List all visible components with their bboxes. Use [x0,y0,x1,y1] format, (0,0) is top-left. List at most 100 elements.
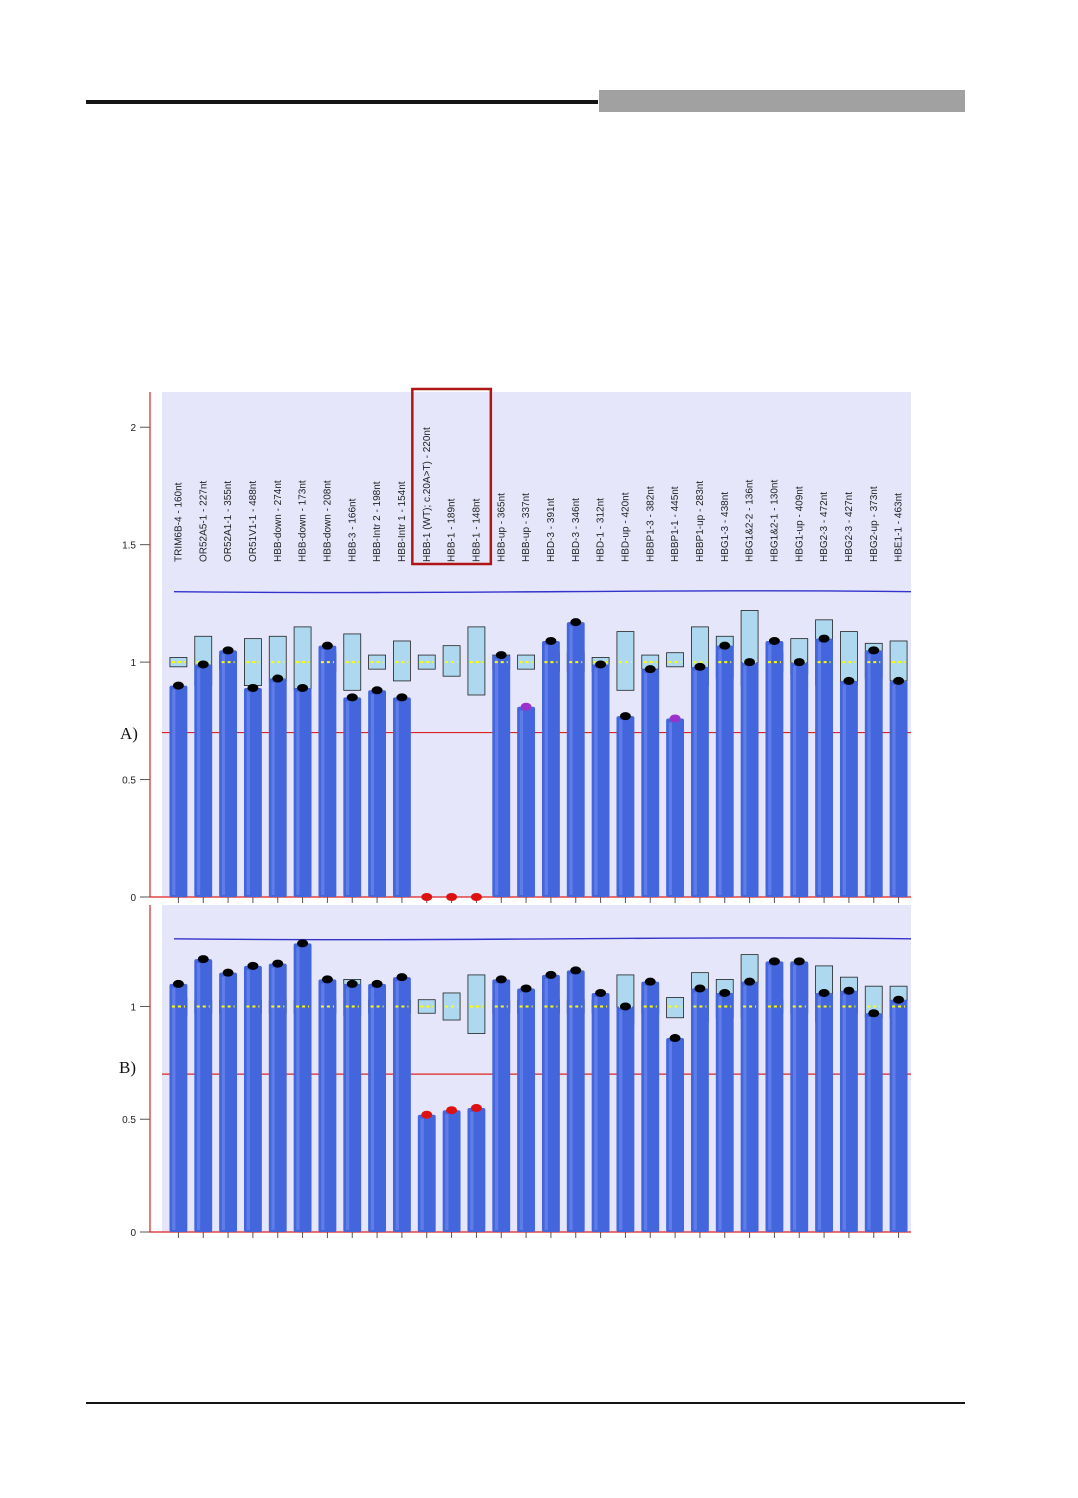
header-rule [86,100,598,104]
bar-highlight [768,644,772,895]
ratio-dot [421,1110,433,1119]
category-label: HBB-down - 208nt [322,480,333,562]
bar-highlight [420,1118,424,1230]
category-label: HBB-1 - 148nt [471,498,482,562]
ratio-dot [520,984,532,993]
ratio-dot [446,1106,458,1115]
bar-highlight [668,1042,673,1230]
ratio-dot [197,660,209,669]
bar-highlight [196,963,201,1230]
reference-box [393,640,411,682]
bar-highlight [494,659,499,895]
ratio-dot [371,979,383,988]
y-tick-label: 0 [130,1228,136,1239]
category-label: HBB-Intr 2 - 198nt [372,481,383,562]
bar-highlight [172,689,176,895]
ratio-dot [272,674,284,683]
bar-highlight [544,644,548,895]
category-label: HBG1-3 - 438nt [720,492,731,562]
ratio-dot [893,676,905,685]
bar-highlight [892,684,896,895]
ratio-dot [570,618,582,627]
bar-highlight [619,1010,623,1230]
bar-highlight [172,987,176,1230]
bar-highlight [718,996,722,1230]
bar-highlight [345,987,350,1230]
bar-highlight [196,668,201,895]
footer-rule [86,1402,965,1404]
reference-box [442,645,461,677]
reference-box [666,652,684,668]
ratio-dot [843,986,855,995]
category-label: HBD-3 - 346nt [571,498,582,562]
bar-highlight [321,649,325,895]
category-label: HBBP1-up - 283nt [695,481,706,562]
bar-highlight [792,666,797,895]
reference-box [889,640,908,682]
category-label: HBB-up - 365nt [496,493,507,562]
ratio-dot [346,693,358,702]
bar-highlight [296,691,300,895]
ratio-dot [744,658,756,667]
bar-highlight [296,947,300,1230]
bar-highlight [668,722,673,895]
ratio-dot [868,1009,880,1018]
bar-highlight [842,684,846,895]
ratio-dot [595,660,607,669]
bar-highlight [867,654,871,895]
bar-highlight [718,649,722,895]
ratio-dot [868,646,880,655]
category-label: HBG1&2-1 - 130nt [769,480,780,562]
reference-box [666,997,684,1019]
upper-threshold-line [173,590,912,594]
ratio-dot [396,693,408,702]
ratio-dot [520,702,532,711]
ratio-dot [570,966,582,975]
ratio-dot [719,641,731,650]
bar-highlight [792,965,797,1230]
category-label: HBB-1 (WT); c.20A>T) - 220nt [422,427,433,562]
bar-highlight [743,985,747,1230]
ratio-dot [595,988,607,997]
category-label: HBG2-3 - 472nt [819,492,830,562]
y-tick-label: 0.5 [122,1115,136,1126]
bar-highlight [519,710,524,895]
ratio-dot [470,893,482,901]
ratio-dot [669,1034,681,1043]
plot-background [162,905,911,1232]
header-grey-bar [599,90,965,112]
upper-threshold-line [173,937,912,941]
ratio-dot [172,681,184,690]
ratio-dot [371,686,383,695]
y-tick-label: 1 [130,1002,136,1013]
ratio-dot [396,973,408,982]
bar-highlight [345,701,350,895]
category-label: HBG2-up - 373nt [869,486,880,562]
ratio-dot [719,988,731,997]
ratio-dot [222,646,234,655]
category-label: HBB-down - 274nt [273,480,284,562]
category-label: HBBP1-3 - 382nt [645,486,656,562]
bar-highlight [395,981,399,1230]
category-label: HBG2-3 - 427nt [844,492,855,562]
panel-a-label: A) [120,724,138,743]
bar-highlight [569,626,573,895]
ratio-dot [545,636,557,645]
ratio-dot [669,714,681,723]
category-label: OR52A1-1 - 355nt [223,481,234,562]
bar-highlight [221,976,226,1230]
bar-highlight [271,967,275,1230]
ratio-dot [644,665,656,674]
ratio-dot [321,975,333,984]
ratio-dot [222,968,234,977]
bar-highlight [817,996,822,1230]
y-tick-label: 1.5 [122,541,136,552]
ratio-dot [768,957,780,966]
ratio-dot [818,634,830,643]
category-label: HBB-1 - 189nt [447,498,458,562]
highlight-box [411,387,493,566]
ratio-dot [470,1103,482,1112]
ratio-dot [644,977,656,986]
y-tick-label: 1 [130,658,136,669]
bar-highlight [768,965,772,1230]
